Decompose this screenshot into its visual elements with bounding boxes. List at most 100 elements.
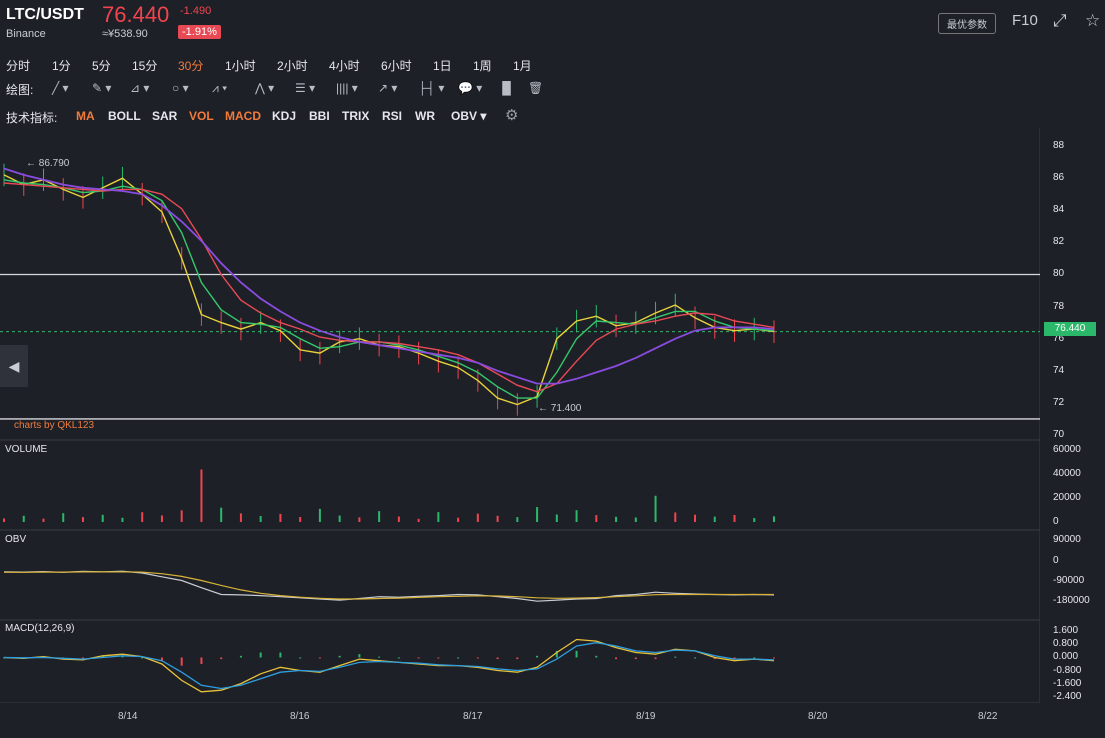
interval-tab[interactable]: 15分 (132, 59, 158, 73)
branding-text: charts by QKL123 (14, 420, 95, 431)
indicator-tab[interactable]: MA (76, 109, 95, 123)
indicator-tab[interactable]: VOL (189, 109, 214, 123)
pattern-tool-icon[interactable]: ⋀ ▾ (255, 81, 275, 95)
y-tick-label: 88 (1053, 140, 1065, 152)
volume-bar (555, 514, 558, 522)
volume-bar (338, 515, 341, 522)
pen-tool-icon[interactable]: ✎ ▾ (92, 81, 112, 95)
macd-histogram-bar (81, 657, 84, 659)
indicator-tab[interactable]: TRIX (342, 109, 370, 123)
volume-bar (634, 517, 637, 522)
interval-tab[interactable]: 5分 (92, 59, 111, 73)
interval-tab[interactable]: 分时 (6, 59, 31, 73)
macd-histogram-bar (358, 654, 361, 658)
interval-tab[interactable]: 6小时 (381, 59, 412, 73)
indicator-tab[interactable]: SAR (152, 109, 178, 123)
macd-histogram-bar (516, 657, 519, 660)
interval-tab[interactable]: 4小时 (329, 59, 360, 73)
ray-tool-icon[interactable]: ⊿ ▾ (130, 81, 150, 95)
interval-tab[interactable]: 30分 (178, 59, 204, 73)
volume-bar (22, 515, 25, 522)
indicators-label: 技术指标: (6, 111, 58, 125)
line-tool-icon[interactable]: ╱ ▾ (52, 81, 69, 95)
bars-tool-icon[interactable]: ▐▌ (498, 81, 516, 95)
macd-histogram-bar (654, 657, 657, 660)
indicator-tab[interactable]: BOLL (108, 109, 141, 123)
macd-histogram-bar (713, 657, 716, 660)
interval-tab[interactable]: 1分 (52, 59, 71, 73)
chart-area[interactable] (0, 128, 1040, 703)
volume-bar (42, 518, 45, 522)
volume-bar (62, 513, 65, 522)
trash-icon[interactable]: 🗑 (528, 81, 544, 95)
ma-line-3 (3, 167, 775, 385)
comment-tool-icon[interactable]: 💬 ▾ (458, 81, 483, 95)
interval-tab[interactable]: 2小时 (277, 59, 308, 73)
macd-histogram-bar (318, 657, 321, 659)
circle-tool-icon[interactable]: ○ ▾ (172, 81, 189, 95)
interval-tab[interactable]: 1小时 (225, 59, 256, 73)
macd-histogram-bar (634, 657, 637, 660)
volume-bar (516, 517, 519, 522)
settings-gear-icon[interactable]: ⚙ (505, 107, 519, 124)
interval-tab[interactable]: 1周 (473, 59, 492, 73)
collapse-left-icon[interactable]: ◀ (0, 345, 28, 387)
y-tick-label: 86 (1053, 172, 1065, 184)
macd-histogram-bar (694, 657, 697, 659)
fib-tool-icon[interactable]: ☰ ▾ (295, 81, 316, 95)
arrow-tool-icon[interactable]: ↗ ▾ (378, 81, 398, 95)
x-tick-label: 8/14 (118, 711, 138, 722)
y-tick-label: 0 (1053, 516, 1059, 527)
channel-tool-icon[interactable]: |||| ▾ (336, 81, 358, 95)
best-params-button[interactable]: 最优参数 (938, 13, 996, 34)
cny-price: ≈¥538.90 (102, 28, 148, 40)
macd-histogram-bar (239, 655, 242, 658)
macd-histogram-bar (378, 656, 381, 658)
macd-histogram-bar (575, 650, 578, 658)
macd-histogram-bar (595, 655, 598, 658)
volume-bar (160, 515, 163, 522)
ma-line-2 (3, 182, 775, 393)
indicator-tab[interactable]: KDJ (272, 109, 297, 123)
star-icon[interactable]: ☆ (1085, 11, 1101, 30)
volume-bar (220, 507, 223, 522)
macd-histogram-bar (536, 655, 539, 658)
y-tick-label: 82 (1053, 236, 1065, 248)
y-tick-label: 72 (1053, 396, 1065, 408)
interval-tab[interactable]: 1月 (513, 59, 532, 73)
low-annotation: ← 71.400 (538, 403, 582, 414)
high-annotation: ← 86.790 (26, 158, 70, 169)
macd-histogram-bar (753, 657, 756, 659)
f10-button[interactable]: F10 (1012, 12, 1038, 29)
volume-bar (476, 513, 479, 522)
x-tick-label: 8/16 (290, 711, 310, 722)
indicator-tab[interactable]: BBI (309, 109, 330, 123)
ma-line-1 (3, 179, 775, 399)
volume-bar (121, 517, 124, 522)
range-tool-icon[interactable]: ├┤ ▾ (418, 81, 445, 95)
fullscreen-icon[interactable]: ⤢ (1053, 11, 1067, 30)
volume-bar (575, 510, 578, 522)
indicator-tab[interactable]: RSI (382, 109, 403, 123)
macd-title: MACD(12,26,9) (5, 623, 75, 634)
macd-histogram-bar (200, 657, 203, 664)
macd-histogram-bar (674, 656, 677, 658)
x-tick-label: 8/22 (978, 711, 998, 722)
macd-histogram-bar (220, 657, 223, 660)
volume-bar (733, 514, 736, 522)
interval-tab[interactable]: 1日 (433, 59, 452, 73)
pair-title: LTC/USDT (6, 6, 84, 23)
x-tick-label: 8/17 (463, 711, 483, 722)
indicator-tab[interactable]: OBV ▾ (451, 109, 487, 123)
volume-bar (694, 514, 697, 522)
y-tick-label: 0.000 (1053, 651, 1079, 663)
volume-bar (773, 516, 775, 522)
y-tick-label: 78 (1053, 300, 1065, 312)
wave-tool-icon[interactable]: ⩘ ▾ (212, 81, 228, 95)
indicator-tab[interactable]: WR (415, 109, 435, 123)
y-tick-label: 90000 (1053, 534, 1081, 546)
macd-histogram-bar (180, 657, 183, 666)
macd-histogram-bar (338, 655, 341, 658)
y-tick-label: 74 (1053, 364, 1065, 376)
indicator-tab[interactable]: MACD (225, 109, 261, 123)
